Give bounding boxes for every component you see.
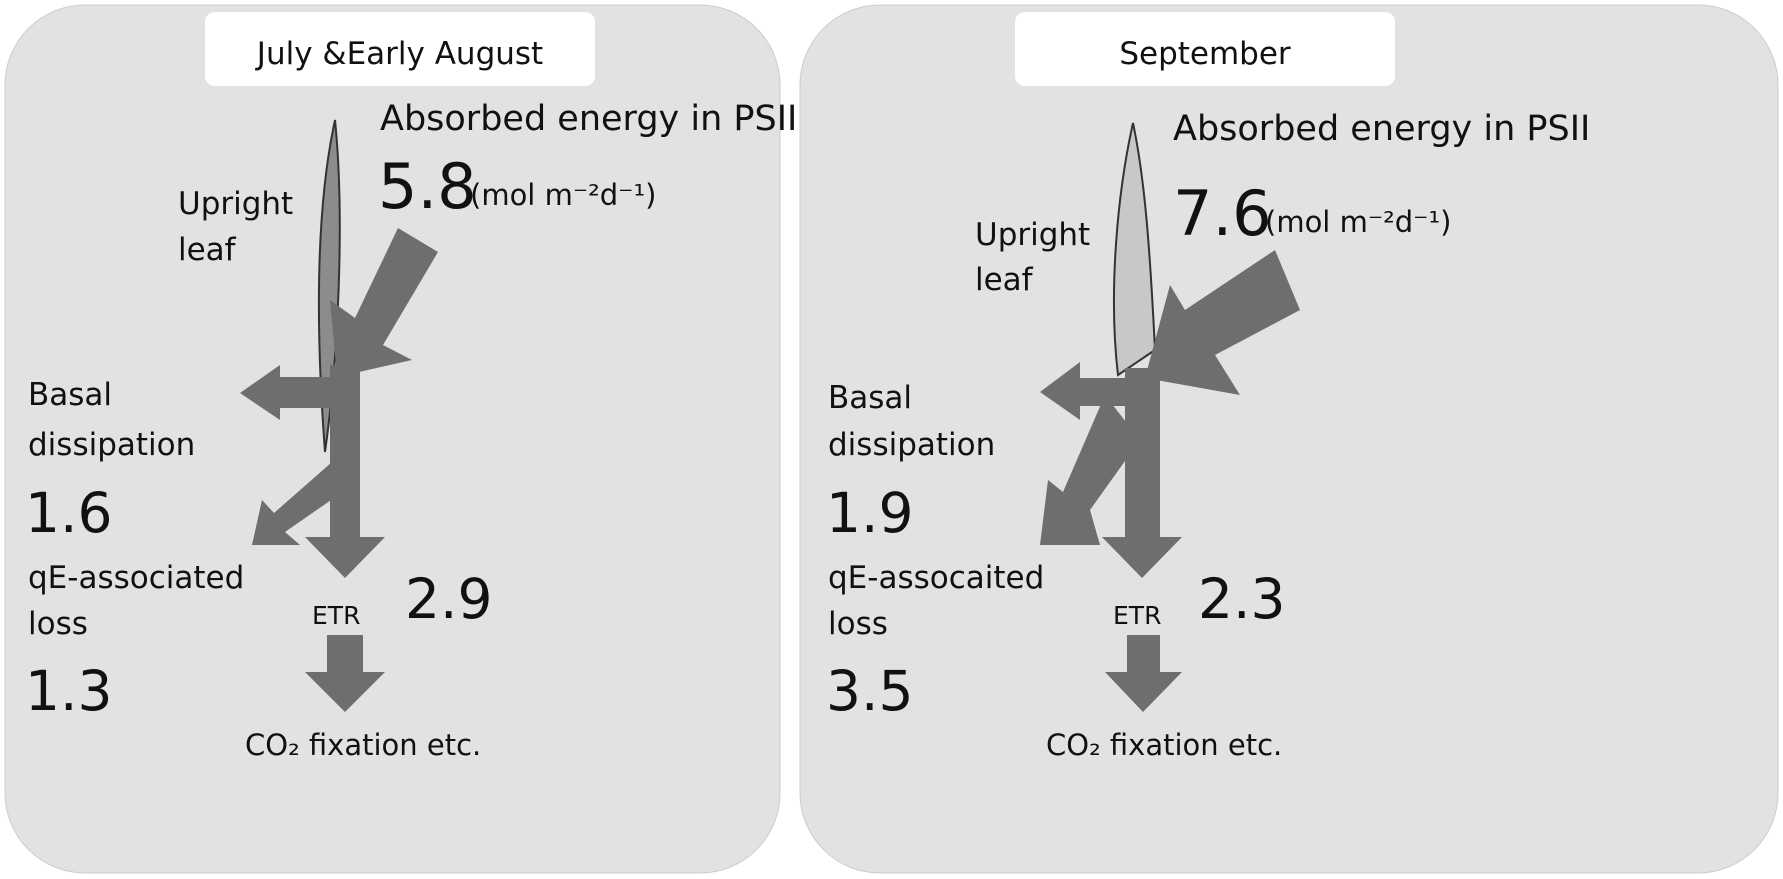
etr-label: ETR [312,601,360,630]
qe-label: qE-associated [28,560,244,596]
panel: July &Early August Absorbed energy in PS… [5,5,797,873]
leaf-label: Upright [178,186,293,222]
basal-value: 1.6 [25,481,112,545]
basal-label: dissipation [28,427,195,463]
etr-value: 2.9 [405,567,492,631]
leaf-label: Upright [975,217,1090,253]
absorbed-value: 7.6 [1173,177,1272,250]
qe-label: loss [828,606,888,642]
basal-label: dissipation [828,427,995,463]
qe-value: 3.5 [826,659,913,723]
panel-title: September [1119,36,1291,72]
qe-label: qE-assocaited [828,560,1044,596]
basal-value: 1.9 [826,481,913,545]
panel-title: July &Early August [255,36,543,72]
output-label: CO₂ fixation etc. [1046,728,1282,762]
unit: (mol m⁻²d⁻¹) [1265,205,1451,239]
leaf-label: leaf [178,232,237,268]
basal-label: Basal [28,377,112,413]
leaf-label: leaf [975,262,1034,298]
absorbed-label: Absorbed energy in PSII [380,99,797,139]
unit: (mol m⁻²d⁻¹) [470,178,656,212]
etr-label: ETR [1113,601,1161,630]
qe-label: loss [28,606,88,642]
output-label: CO₂ fixation etc. [245,728,481,762]
diagram: July &Early August Absorbed energy in PS… [0,0,1783,879]
etr-value: 2.3 [1198,567,1285,631]
absorbed-label: Absorbed energy in PSII [1173,109,1590,149]
panel: September Absorbed energy in PSII 7.6 (m… [800,5,1778,873]
basal-label: Basal [828,380,912,416]
qe-value: 1.3 [25,659,112,723]
absorbed-value: 5.8 [378,150,477,223]
